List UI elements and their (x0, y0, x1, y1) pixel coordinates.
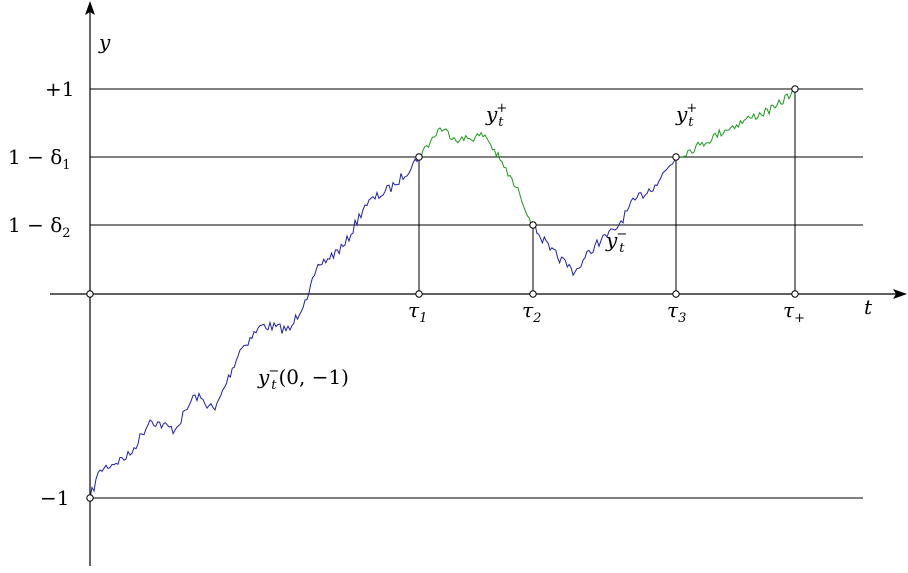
y-axis-label: y (98, 30, 111, 54)
random-walk-paths (89, 87, 796, 499)
path-minus-2 (532, 156, 677, 277)
path-plus-1 (418, 127, 534, 226)
hit-point-tau-plus (791, 85, 799, 93)
tick-point-tau2 (529, 290, 537, 298)
hit-point-tau3 (672, 153, 680, 161)
path-label-plus-2: y+ t (675, 101, 697, 130)
level-label-minus-one: −1 (40, 486, 69, 510)
hit-point-tau1 (415, 153, 423, 161)
path-plus-2 (675, 87, 796, 159)
tick-point-tau-plus (791, 290, 799, 298)
level-label-plus-one: +1 (45, 77, 74, 101)
tick-point-tau1 (415, 290, 423, 298)
time-label-tau2: τ2 (522, 298, 541, 326)
path-label-minus-2: y− t (605, 227, 627, 256)
path-minus-start (89, 156, 420, 499)
hit-point-tau2 (529, 221, 537, 229)
x-axis-label: t (864, 295, 873, 319)
tick-point-tau3 (672, 290, 680, 298)
time-label-tau-plus: τ+ (783, 298, 805, 326)
time-label-tau1: τ1 (408, 298, 427, 326)
origin-point (86, 290, 94, 298)
path-label-minus-start: y− t (0, −1) (257, 364, 349, 393)
path-label-plus-1: y+ t (485, 101, 507, 130)
level-label-delta1: 1 − δ1 (8, 145, 71, 173)
time-label-tau3: τ3 (667, 298, 686, 326)
start-point (86, 494, 94, 502)
level-label-delta2: 1 − δ2 (8, 213, 71, 241)
